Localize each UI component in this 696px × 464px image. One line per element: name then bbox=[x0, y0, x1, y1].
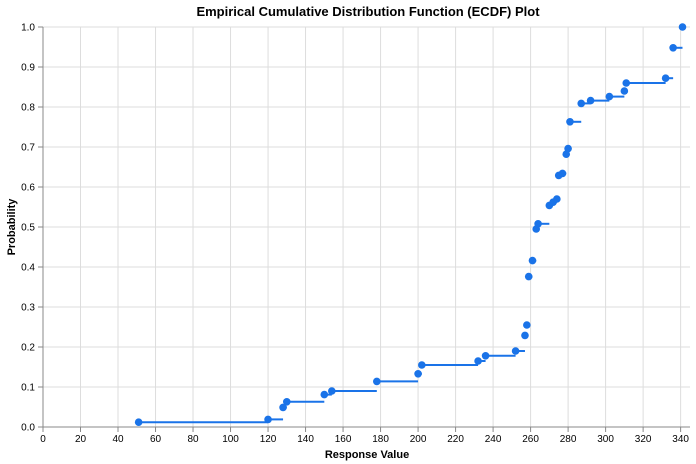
ecdf-points bbox=[134, 23, 687, 427]
y-tick-label-10: 1.0 bbox=[21, 23, 35, 34]
y-tick-label-3: 0.3 bbox=[21, 303, 35, 314]
y-axis-title: Probability bbox=[6, 198, 18, 256]
ecdf-point-26 bbox=[577, 99, 586, 108]
x-tick-label-10: 200 bbox=[410, 434, 427, 445]
ecdf-point-24 bbox=[564, 144, 572, 153]
y-tick-label-7: 0.7 bbox=[21, 143, 35, 154]
x-tick-label-2: 40 bbox=[112, 434, 124, 445]
ecdf-point-0 bbox=[134, 418, 143, 427]
ecdf-point-15 bbox=[528, 256, 537, 265]
x-tick-label-13: 260 bbox=[522, 434, 539, 445]
x-tick-label-0: 0 bbox=[40, 434, 46, 445]
grid bbox=[42, 26, 690, 428]
x-tick-label-11: 220 bbox=[447, 434, 464, 445]
y-tick-label-5: 0.5 bbox=[21, 223, 35, 234]
ecdf-point-29 bbox=[620, 87, 629, 95]
y-tick-label-9: 0.9 bbox=[21, 63, 35, 74]
ecdf-point-30 bbox=[622, 79, 631, 87]
ecdf-point-33 bbox=[678, 23, 687, 31]
ecdf-point-22 bbox=[558, 169, 567, 178]
ecdf-point-9 bbox=[474, 357, 482, 365]
ecdf-point-1 bbox=[264, 415, 272, 424]
ecdf-point-25 bbox=[566, 118, 574, 126]
ecdf-point-27 bbox=[586, 96, 595, 105]
x-tick-label-3: 60 bbox=[150, 434, 162, 445]
ecdf-point-20 bbox=[553, 195, 561, 203]
ecdf-point-14 bbox=[524, 272, 533, 281]
chart-title: Empirical Cumulative Distribution Functi… bbox=[196, 4, 540, 19]
x-tick-label-7: 140 bbox=[297, 434, 314, 445]
x-tick-label-6: 120 bbox=[260, 434, 277, 445]
ecdf-point-3 bbox=[282, 398, 291, 406]
x-tick-label-1: 20 bbox=[75, 434, 87, 445]
ecdf-point-11 bbox=[511, 347, 520, 355]
ecdf-point-12 bbox=[521, 331, 529, 340]
ecdf-point-10 bbox=[481, 352, 490, 360]
ecdf-point-7 bbox=[414, 370, 422, 378]
x-tick-label-4: 80 bbox=[187, 434, 199, 445]
ecdf-point-5 bbox=[328, 387, 336, 395]
y-tick-label-2: 0.2 bbox=[21, 343, 35, 354]
ecdf-point-32 bbox=[669, 44, 677, 52]
x-tick-label-12: 240 bbox=[485, 434, 502, 445]
x-tick-label-8: 160 bbox=[335, 434, 352, 445]
ecdf-point-17 bbox=[534, 220, 542, 228]
x-tick-label-16: 320 bbox=[635, 434, 652, 445]
ecdf-point-31 bbox=[661, 74, 670, 82]
ecdf-point-6 bbox=[373, 377, 381, 386]
y-tick-label-6: 0.6 bbox=[21, 183, 35, 194]
x-tick-label-9: 180 bbox=[372, 434, 389, 445]
ecdf-point-13 bbox=[523, 321, 531, 329]
ecdf-point-2 bbox=[279, 403, 287, 412]
x-tick-label-5: 100 bbox=[222, 434, 239, 445]
y-tick-label-1: 0.1 bbox=[21, 383, 35, 394]
x-tick-label-14: 280 bbox=[560, 434, 577, 445]
y-tick-label-4: 0.4 bbox=[21, 263, 35, 274]
y-tick-label-8: 0.8 bbox=[21, 103, 35, 114]
x-tick-label-17: 340 bbox=[672, 434, 689, 445]
x-axis-title: Response Value bbox=[325, 449, 409, 461]
ecdf-steps bbox=[138, 46, 683, 424]
y-tick-label-0: 0.0 bbox=[21, 423, 35, 434]
ecdf-point-8 bbox=[418, 361, 426, 369]
ecdf-point-28 bbox=[605, 92, 614, 101]
axes: 0 20 40 60 80 100 120 140 160 180 200 220 240 260 280 3… bbox=[21, 23, 690, 445]
x-tick-label-15: 300 bbox=[597, 434, 614, 445]
ecdf-point-4 bbox=[320, 390, 329, 399]
